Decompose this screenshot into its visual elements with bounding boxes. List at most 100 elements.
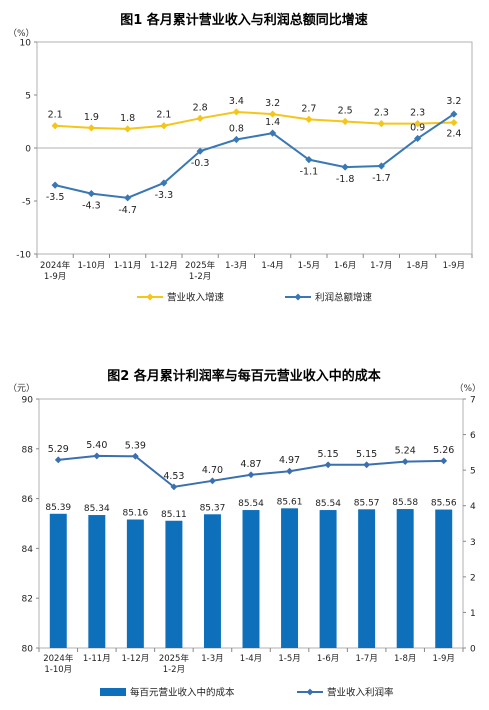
chart-1-series-1-label-2: -4.7 bbox=[118, 205, 137, 216]
chart-1-xtick-label-10-0: 1-8月 bbox=[406, 261, 428, 271]
chart-1-series-0-point-0 bbox=[51, 122, 59, 130]
chart-2-ytick-right-label-0: 0 bbox=[470, 645, 476, 655]
chart-1-series-0-label-4: 2.8 bbox=[193, 102, 208, 113]
chart-2-line-label-2: 5.39 bbox=[125, 440, 146, 451]
chart-2-bar-label-7: 85.54 bbox=[315, 499, 341, 509]
chart-1-series-line-1 bbox=[54, 113, 455, 199]
chart-1-series-0-label-3: 2.1 bbox=[156, 110, 171, 121]
chart-2-line-label-3: 4.53 bbox=[163, 471, 184, 482]
chart-1-series-1-point-0 bbox=[51, 181, 59, 189]
chart-1: 图1 各月累计营业收入与利润总额同比增速（%）-10-505102024年1-9… bbox=[8, 12, 473, 304]
chart-2-xtick-label-0-1: 1-10月 bbox=[44, 665, 72, 675]
chart-1-series-0-label-2: 1.8 bbox=[120, 113, 135, 124]
chart-1-series-0-label-10: 2.3 bbox=[410, 108, 425, 119]
chart-1-series-0-point-10 bbox=[414, 120, 422, 128]
chart-2-ytick-left-label-1: 82 bbox=[22, 595, 33, 605]
chart-1-series-1-point-7 bbox=[305, 156, 313, 164]
chart-1-series-0-label-11: 2.4 bbox=[446, 129, 461, 140]
chart-1-series-1-label-10: 0.9 bbox=[410, 122, 425, 133]
chart-2-legend-bar-label: 每百元营业收入中的成本 bbox=[130, 687, 235, 699]
chart-1-series-0-point-11 bbox=[450, 118, 458, 127]
chart-1-xtick-label-9-0: 1-7月 bbox=[370, 261, 392, 271]
chart-2-bar-label-6: 85.61 bbox=[277, 497, 303, 507]
chart-2-line-point-0 bbox=[54, 456, 62, 464]
chart-2-ytick-right-label-3: 3 bbox=[470, 538, 476, 548]
chart-1-series-1-label-9: -1.7 bbox=[372, 173, 391, 184]
chart-2-xtick-label-6-0: 1-5月 bbox=[278, 654, 300, 664]
chart-1-series-0-point-2 bbox=[124, 125, 132, 133]
chart-2-line-point-1 bbox=[93, 452, 101, 460]
chart-2-legend-line-label: 营业收入利润率 bbox=[327, 687, 394, 699]
chart-1-series-0-point-3 bbox=[160, 122, 168, 130]
chart-2-line-point-9 bbox=[401, 458, 409, 466]
chart-1-ytick-label-1: -5 bbox=[22, 198, 31, 208]
chart-1-xtick-label-1-0: 1-10月 bbox=[77, 261, 105, 271]
chart-1-series-0-point-8 bbox=[341, 117, 349, 126]
chart-2-xtick-label-0-0: 2024年 bbox=[43, 653, 74, 664]
chart-1-series-1-point-3 bbox=[160, 179, 168, 187]
chart-1-series-0-label-7: 2.7 bbox=[301, 103, 316, 114]
chart-1-series-0-label-9: 2.3 bbox=[374, 108, 389, 119]
chart-2-bar-2 bbox=[126, 519, 144, 648]
chart-1-series-1-point-9 bbox=[377, 162, 385, 170]
chart-2-bar-6 bbox=[281, 508, 299, 648]
chart-2-line-label-4: 4.70 bbox=[202, 465, 223, 476]
chart-2-ytick-left-label-2: 84 bbox=[22, 545, 34, 555]
chart-1-series-1-point-11 bbox=[450, 110, 458, 118]
chart-1-xtick-label-5-0: 1-3月 bbox=[225, 261, 247, 271]
chart-2-line-label-10: 5.26 bbox=[433, 445, 454, 456]
chart-1-xtick-label-0-1: 1-9月 bbox=[44, 272, 66, 282]
chart-1-ylabel: （%） bbox=[8, 28, 35, 39]
chart-1-series-0-label-0: 2.1 bbox=[48, 110, 63, 121]
chart-2-legend-bar-swatch bbox=[100, 688, 126, 696]
chart-2-ytick-right-label-6: 6 bbox=[470, 431, 476, 441]
chart-1-xtick-label-11-0: 1-9月 bbox=[443, 261, 465, 271]
chart-2-bar-label-2: 85.16 bbox=[122, 509, 148, 519]
chart-2-xtick-label-9-0: 1-8月 bbox=[394, 654, 416, 664]
chart-2-ytick-right-label-1: 1 bbox=[470, 609, 476, 619]
chart-1-series-0-point-7 bbox=[305, 115, 313, 123]
chart-2-line-point-4 bbox=[209, 477, 216, 485]
chart-1-series-1-point-10 bbox=[414, 134, 422, 143]
chart-2-xtick-label-1-0: 1-11月 bbox=[83, 654, 111, 664]
chart-2-ylabel-left: （元） bbox=[8, 383, 35, 394]
chart-1-xtick-label-0-0: 2024年 bbox=[40, 260, 71, 271]
chart-2-xtick-label-4-0: 1-3月 bbox=[201, 654, 223, 664]
chart-2-ytick-left-label-0: 80 bbox=[22, 645, 34, 655]
chart-1-series-0-point-5 bbox=[232, 108, 240, 116]
chart-1-legend-marker-0 bbox=[146, 293, 154, 301]
chart-1-series-1-label-11: 3.2 bbox=[446, 96, 461, 107]
chart-1-series-0-label-5: 3.4 bbox=[229, 96, 244, 107]
chart-2-line-point-5 bbox=[247, 471, 255, 479]
chart-1-ytick-label-0: -10 bbox=[16, 251, 31, 261]
chart-1-xtick-label-4-1: 1-2月 bbox=[189, 272, 211, 282]
chart-2-bar-1 bbox=[88, 515, 106, 648]
chart-2-ytick-left-label-3: 86 bbox=[22, 495, 34, 505]
chart-2-bar-label-0: 85.39 bbox=[45, 503, 71, 513]
chart-2-line-label-6: 4.97 bbox=[279, 455, 300, 466]
chart-1-xtick-label-2-0: 1-11月 bbox=[114, 261, 142, 271]
chart-1-series-0-point-4 bbox=[196, 114, 204, 122]
chart-1-series-1-label-8: -1.8 bbox=[336, 174, 355, 185]
chart-2-xtick-label-2-0: 1-12月 bbox=[121, 654, 149, 664]
chart-1-legend-label-0: 营业收入增速 bbox=[167, 292, 225, 304]
chart-2-bar-4 bbox=[203, 514, 221, 648]
chart-2-bar-label-5: 85.54 bbox=[238, 499, 264, 509]
chart-1-ytick-label-4: 10 bbox=[20, 39, 32, 49]
chart-2-line-point-7 bbox=[324, 461, 332, 469]
chart-1-series-1-point-4 bbox=[196, 147, 204, 155]
chart-1-xtick-label-8-0: 1-6月 bbox=[334, 261, 356, 271]
chart-1-series-1-label-1: -4.3 bbox=[82, 201, 101, 212]
chart-2-line-point-3 bbox=[170, 483, 178, 491]
chart-2-xtick-label-3-0: 2025年 bbox=[159, 653, 190, 664]
chart-2-line-point-10 bbox=[440, 457, 448, 465]
chart-2-ytick-right-label-4: 4 bbox=[470, 502, 476, 512]
chart-2-bar-9 bbox=[396, 509, 414, 648]
chart-1-series-1-label-6: 1.4 bbox=[265, 117, 280, 128]
chart-1-xtick-label-7-0: 1-5月 bbox=[298, 261, 320, 271]
chart-1-series-1-point-5 bbox=[232, 135, 240, 144]
chart-1-series-1-point-8 bbox=[341, 163, 349, 171]
chart-1-series-0-label-1: 1.9 bbox=[84, 112, 99, 123]
chart-1-series-1-label-5: 0.8 bbox=[229, 124, 244, 135]
chart-2-bar-10 bbox=[435, 509, 453, 648]
